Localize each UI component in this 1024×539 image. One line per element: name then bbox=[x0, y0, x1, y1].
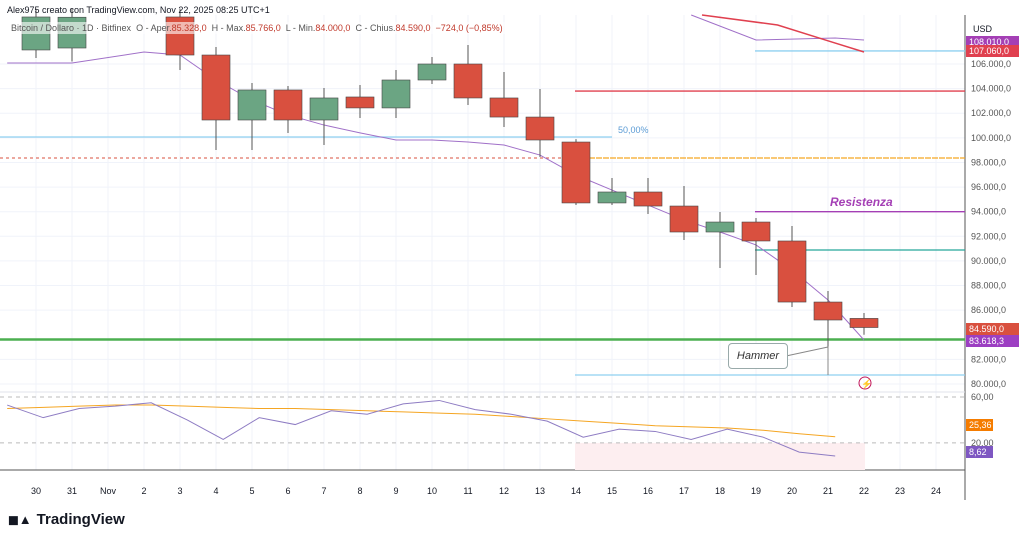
y-tick-label: 94.000,0 bbox=[971, 207, 1006, 217]
y-tick-label: 90.000,0 bbox=[971, 256, 1006, 266]
hammer-pointer bbox=[785, 346, 829, 375]
candle-body bbox=[741, 221, 771, 242]
x-tick-label: 11 bbox=[463, 486, 472, 496]
open-label: O - Aper. bbox=[136, 23, 172, 33]
high-label: H - Max. bbox=[211, 23, 246, 33]
x-tick-label: 21 bbox=[823, 486, 833, 496]
ohlc-legend: Bitcoin / Dollaro · 1D · Bitfinex O - Ap… bbox=[7, 22, 507, 34]
close-label: C - Chius. bbox=[355, 23, 396, 33]
ma-upper-line bbox=[691, 14, 865, 41]
x-tick-label: 22 bbox=[859, 486, 869, 496]
osc-tick-label: 60,00 bbox=[971, 392, 994, 402]
candle-body bbox=[273, 89, 303, 121]
osc-purple-label: 8,62 bbox=[966, 446, 993, 458]
alert-icon bbox=[858, 376, 872, 390]
x-tick-label: 5 bbox=[249, 486, 254, 496]
candle-body bbox=[669, 205, 699, 233]
price-label-red: 107.060,0 bbox=[966, 45, 1019, 57]
hammer-callout[interactable]: Hammer bbox=[728, 343, 788, 369]
candle-body bbox=[237, 89, 267, 121]
tradingview-logo[interactable]: ◼▲ TradingView bbox=[8, 511, 125, 528]
y-tick-label: 96.000,0 bbox=[971, 182, 1006, 192]
lightning-icon: ⚡ bbox=[861, 378, 872, 390]
x-tick-label: 9 bbox=[393, 486, 398, 496]
y-tick-label: 86.000,0 bbox=[971, 305, 1006, 315]
x-tick-label: 16 bbox=[643, 486, 653, 496]
x-tick-label: 13 bbox=[535, 486, 545, 496]
symbol-name[interactable]: Bitcoin / Dollaro · 1D · Bitfinex bbox=[11, 23, 132, 33]
x-tick-label: 4 bbox=[213, 486, 218, 496]
x-tick-label: 17 bbox=[679, 486, 689, 496]
x-tick-label: 12 bbox=[499, 486, 509, 496]
x-tick-label: 15 bbox=[607, 486, 617, 496]
x-tick-label: 3 bbox=[177, 486, 182, 496]
x-tick-label: 7 bbox=[321, 486, 326, 496]
x-tick-label: 10 bbox=[427, 486, 437, 496]
x-tick-label: Nov bbox=[100, 486, 117, 496]
x-tick-label: 19 bbox=[751, 486, 761, 496]
resistance-label[interactable]: Resistenza bbox=[830, 195, 893, 209]
open-value: 85.328,0 bbox=[171, 23, 207, 33]
osc-orange-line bbox=[7, 404, 836, 438]
ma-red bbox=[701, 14, 865, 53]
candle-body bbox=[633, 191, 663, 207]
y-tick-label: 82.000,0 bbox=[971, 354, 1006, 364]
y-tick-label: 88.000,0 bbox=[971, 281, 1006, 291]
y-tick-label: 80.000,0 bbox=[971, 379, 1006, 389]
logo-text: TradingView bbox=[36, 511, 125, 528]
x-tick-label: 30 bbox=[31, 486, 41, 496]
candle-body bbox=[309, 97, 339, 121]
ma-line bbox=[7, 51, 865, 341]
x-tick-label: 18 bbox=[715, 486, 725, 496]
y-tick-label: 92.000,0 bbox=[971, 231, 1006, 241]
osc-tick-label: 20,00 bbox=[971, 438, 994, 448]
candle-body bbox=[849, 318, 879, 328]
candle-body bbox=[381, 79, 411, 109]
y-tick-label: 100.000,0 bbox=[971, 133, 1011, 143]
candle-body bbox=[489, 97, 519, 118]
low-label: L - Min. bbox=[285, 23, 316, 33]
candle-body bbox=[561, 141, 591, 204]
last-price-label: 84.590,0 bbox=[966, 323, 1019, 335]
y-tick-label: 102.000,0 bbox=[971, 108, 1011, 118]
x-tick-label: 2 bbox=[141, 486, 146, 496]
candle-body bbox=[777, 240, 807, 303]
close-value: 84.590,0 bbox=[395, 23, 431, 33]
candle-body bbox=[345, 96, 375, 109]
high-value: 85.766,0 bbox=[245, 23, 281, 33]
tv-logo-icon: ◼▲ bbox=[8, 511, 32, 527]
green-level-label: 83.618,3 bbox=[966, 335, 1019, 347]
candle-body bbox=[525, 116, 555, 141]
candle-body bbox=[417, 63, 447, 81]
candle-body bbox=[705, 221, 735, 233]
candle-body bbox=[597, 191, 627, 204]
low-value: 84.000,0 bbox=[315, 23, 351, 33]
candle-body bbox=[453, 63, 483, 99]
y-tick-label: 106.000,0 bbox=[971, 59, 1011, 69]
y-tick-label: 104.000,0 bbox=[971, 84, 1011, 94]
x-tick-label: 6 bbox=[285, 486, 290, 496]
x-tick-label: 24 bbox=[931, 486, 941, 496]
fib-label: 50,00% bbox=[618, 125, 649, 135]
osc-purple-line bbox=[7, 399, 836, 457]
x-tick-label: 23 bbox=[895, 486, 905, 496]
y-tick-label: 98.000,0 bbox=[971, 157, 1006, 167]
x-tick-label: 8 bbox=[357, 486, 362, 496]
osc-orange-label: 25,36 bbox=[966, 419, 993, 431]
chart-credit: Alex975 creato con TradingView.com, Nov … bbox=[7, 5, 270, 15]
x-tick-label: 31 bbox=[67, 486, 77, 496]
oversold-zone bbox=[575, 442, 865, 470]
x-tick-label: 14 bbox=[571, 486, 581, 496]
currency-label: USD bbox=[973, 24, 993, 34]
change-value: −724,0 (−0,85%) bbox=[435, 23, 503, 33]
candle-body bbox=[813, 301, 843, 321]
candle-body bbox=[201, 54, 231, 121]
x-tick-label: 20 bbox=[787, 486, 797, 496]
